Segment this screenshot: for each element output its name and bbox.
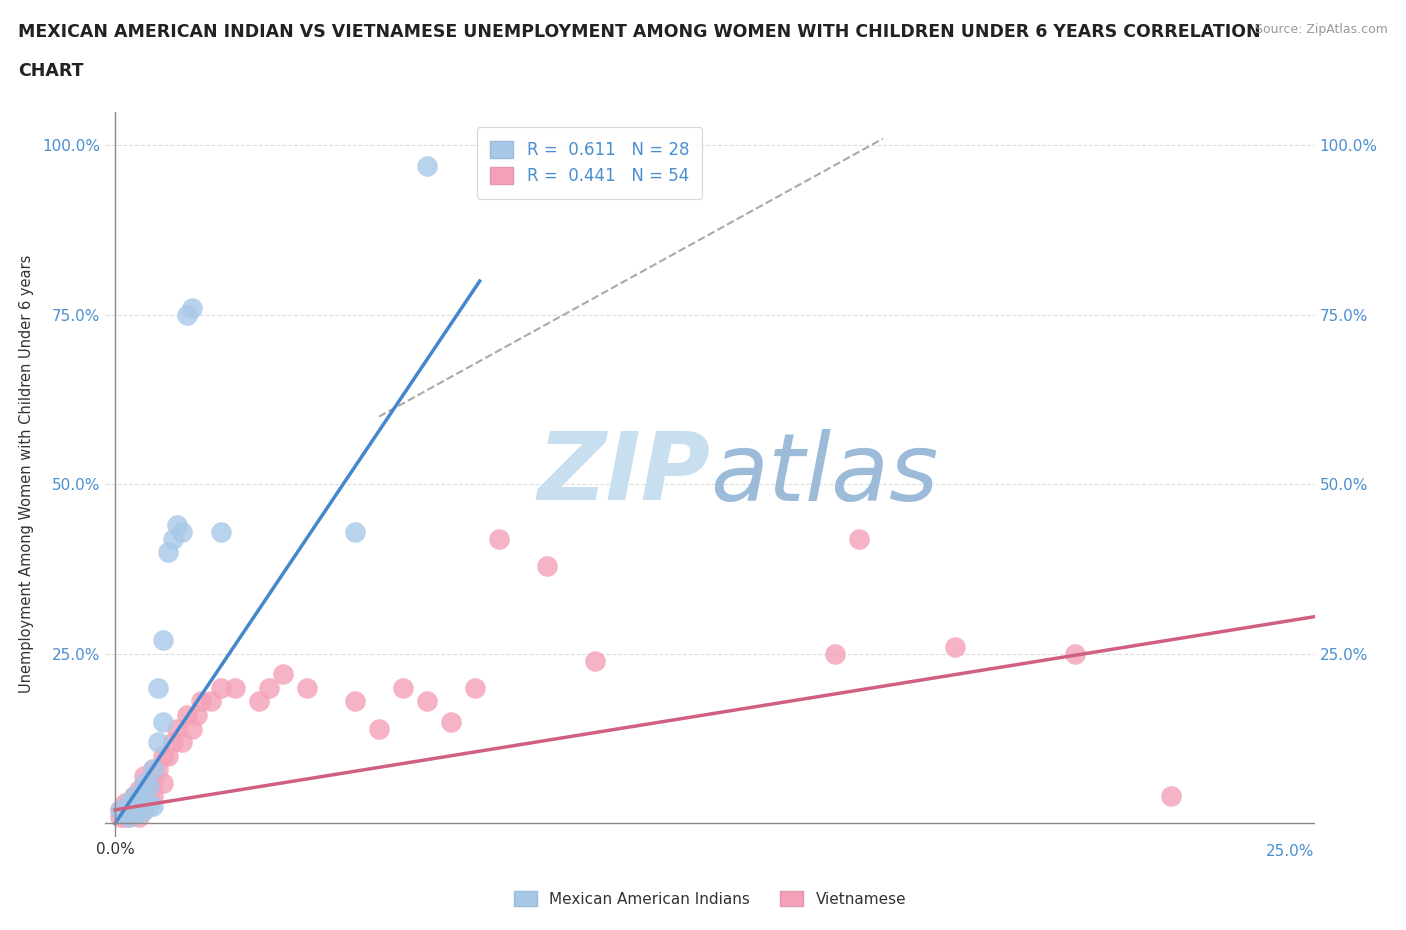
Point: [118, 809, 141, 824]
Point: [1063, 646, 1085, 661]
Point: [180, 721, 202, 736]
Point: [416, 694, 439, 709]
Text: Source: ZipAtlas.com: Source: ZipAtlas.com: [1254, 23, 1388, 36]
Point: [162, 735, 184, 750]
Point: [142, 762, 165, 777]
Point: [247, 694, 270, 709]
Point: [148, 681, 170, 696]
Text: ZIP: ZIP: [537, 429, 710, 520]
Point: [176, 708, 198, 723]
Point: [128, 805, 150, 820]
Point: [138, 778, 160, 793]
Point: [295, 681, 318, 696]
Text: 25.0%: 25.0%: [1267, 844, 1315, 858]
Point: [172, 525, 194, 539]
Point: [224, 681, 246, 696]
Point: [488, 531, 510, 546]
Point: [118, 796, 141, 811]
Point: [108, 809, 131, 824]
Point: [440, 714, 463, 729]
Point: [142, 799, 165, 814]
Point: [142, 789, 165, 804]
Point: [138, 789, 160, 804]
Point: [156, 749, 179, 764]
Point: [180, 300, 202, 315]
Point: [824, 646, 846, 661]
Point: [122, 789, 145, 804]
Point: [152, 776, 174, 790]
Point: [536, 558, 558, 573]
Point: [943, 640, 966, 655]
Point: [132, 768, 155, 783]
Point: [114, 803, 136, 817]
Point: [132, 803, 155, 817]
Point: [209, 681, 232, 696]
Point: [162, 531, 184, 546]
Point: [132, 782, 155, 797]
Text: CHART: CHART: [18, 62, 84, 80]
Point: [1160, 789, 1182, 804]
Point: [132, 789, 155, 804]
Point: [176, 308, 198, 323]
Point: [152, 749, 174, 764]
Point: [172, 735, 194, 750]
Point: [132, 776, 155, 790]
Point: [200, 694, 222, 709]
Point: [114, 805, 136, 820]
Text: atlas: atlas: [710, 429, 938, 520]
Point: [392, 681, 415, 696]
Point: [190, 694, 212, 709]
Point: [271, 667, 294, 682]
Point: [148, 735, 170, 750]
Point: [464, 681, 486, 696]
Point: [142, 762, 165, 777]
Text: MEXICAN AMERICAN INDIAN VS VIETNAMESE UNEMPLOYMENT AMONG WOMEN WITH CHILDREN UND: MEXICAN AMERICAN INDIAN VS VIETNAMESE UN…: [18, 23, 1261, 41]
Point: [132, 796, 155, 811]
Point: [152, 633, 174, 648]
Point: [118, 796, 141, 811]
Point: [343, 525, 366, 539]
Point: [257, 681, 280, 696]
Point: [128, 796, 150, 811]
Point: [108, 803, 131, 817]
Point: [166, 721, 188, 736]
Legend: Mexican American Indians, Vietnamese: Mexican American Indians, Vietnamese: [508, 884, 912, 912]
Point: [114, 809, 136, 824]
Point: [166, 518, 188, 533]
Point: [122, 803, 145, 817]
Point: [148, 762, 170, 777]
Point: [848, 531, 870, 546]
Point: [122, 789, 145, 804]
Point: [114, 796, 136, 811]
Point: [108, 803, 131, 817]
Point: [132, 803, 155, 817]
Point: [209, 525, 232, 539]
Point: [118, 809, 141, 824]
Point: [128, 809, 150, 824]
Point: [343, 694, 366, 709]
Point: [368, 721, 391, 736]
Point: [138, 776, 160, 790]
Point: [583, 653, 606, 668]
Point: [118, 803, 141, 817]
Y-axis label: Unemployment Among Women with Children Under 6 years: Unemployment Among Women with Children U…: [20, 255, 34, 694]
Point: [152, 714, 174, 729]
Point: [156, 545, 179, 560]
Point: [122, 803, 145, 817]
Point: [128, 782, 150, 797]
Point: [142, 776, 165, 790]
Point: [186, 708, 208, 723]
Point: [138, 799, 160, 814]
Point: [128, 792, 150, 807]
Point: [416, 158, 439, 173]
